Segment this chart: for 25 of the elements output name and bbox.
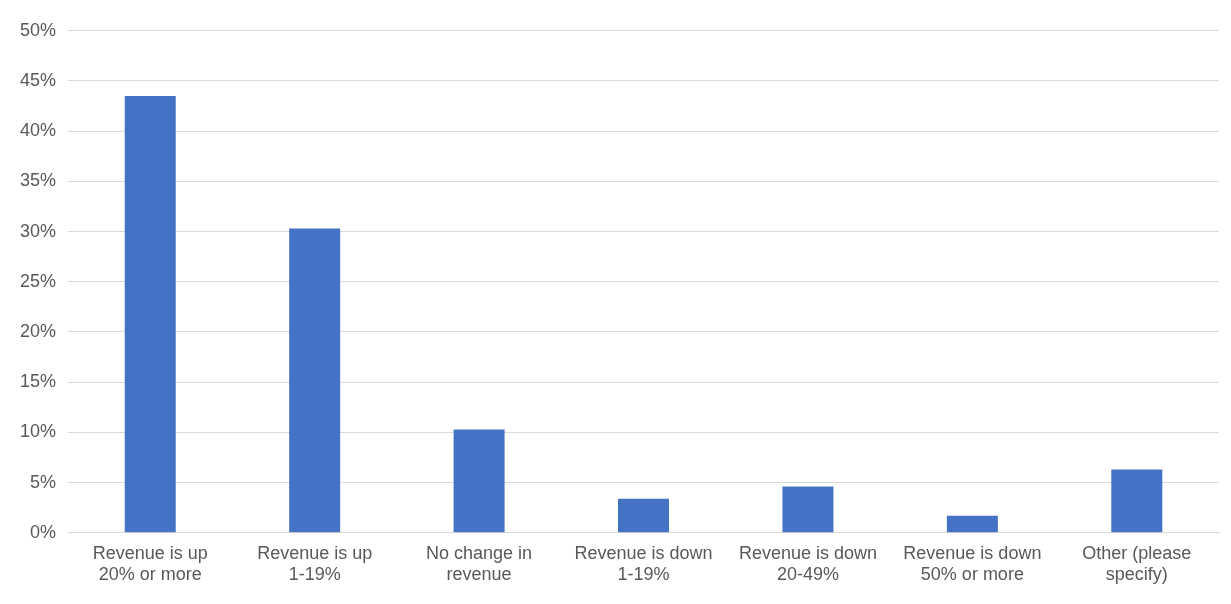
y-tick-label: 5% bbox=[30, 471, 57, 492]
bar bbox=[124, 96, 176, 533]
x-tick-label: Revenue is down 50% or more bbox=[903, 542, 1042, 585]
x-tick-label: Other (please specify) bbox=[1082, 542, 1192, 585]
bar bbox=[946, 515, 998, 533]
y-tick-label: 20% bbox=[20, 320, 57, 341]
y-tick-label: 35% bbox=[20, 170, 57, 191]
bar bbox=[453, 429, 505, 533]
y-tick-label: 0% bbox=[30, 521, 57, 542]
bar bbox=[1111, 469, 1163, 533]
y-tick-label: 50% bbox=[20, 19, 57, 40]
x-tick-label: Revenue is down 1-19% bbox=[574, 542, 713, 585]
x-tick-label: Revenue is down 20-49% bbox=[738, 542, 877, 585]
y-tick-label: 40% bbox=[20, 120, 57, 141]
y-tick-label: 30% bbox=[20, 220, 57, 241]
bar bbox=[618, 498, 670, 533]
y-tick-label: 45% bbox=[20, 69, 57, 90]
bar bbox=[782, 486, 834, 533]
y-tick-label: 15% bbox=[20, 371, 57, 392]
bar bbox=[289, 228, 341, 533]
x-tick-label: Revenue is up 1-19% bbox=[257, 542, 373, 585]
y-tick-label: 25% bbox=[20, 270, 57, 291]
x-tick-label: No change in revenue bbox=[426, 542, 533, 585]
y-tick-label: 10% bbox=[20, 421, 57, 442]
x-tick-label: Revenue is up 20% or more bbox=[92, 542, 208, 585]
